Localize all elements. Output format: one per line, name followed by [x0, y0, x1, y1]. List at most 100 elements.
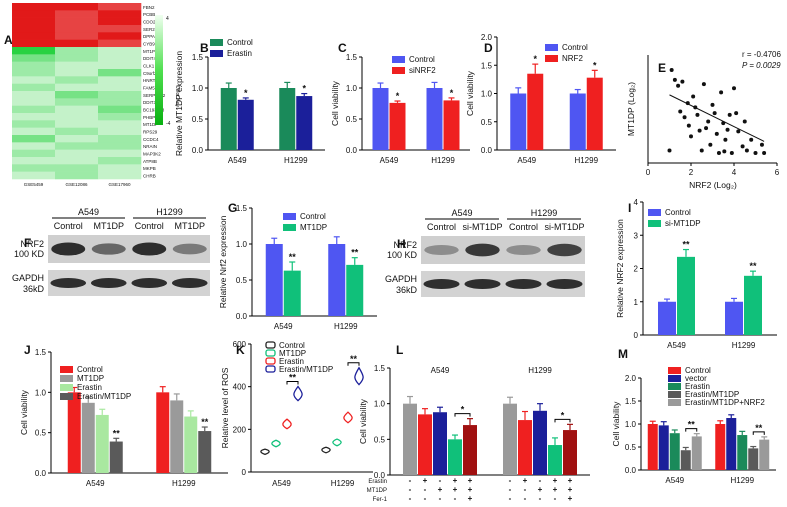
f-nrf2-band: [132, 242, 167, 256]
e-scatter-point: [699, 148, 704, 153]
k-violin: [354, 366, 364, 386]
l-treatment-symbol: -: [539, 476, 542, 485]
heatmap-dataset-label: GSE12086: [65, 182, 88, 187]
j-bar: [109, 441, 123, 473]
l-treatment-symbol: +: [538, 485, 543, 494]
f-nrf2-band: [172, 243, 207, 255]
m-legend-label: Control: [685, 366, 711, 375]
heatmap-cell: [98, 135, 142, 143]
heatmap-cell: [12, 76, 56, 84]
l-significance-label: *: [461, 405, 465, 415]
k-y-tick-label: 400: [233, 383, 247, 392]
k-legend-label: Control: [279, 341, 305, 350]
b-y-tick-label: 0.5: [192, 115, 204, 124]
j-legend-label: Erastin/MT1DP: [77, 392, 131, 401]
b-legend-swatch: [210, 50, 223, 57]
i-y-axis-label: Relative NRF2 expression: [615, 219, 625, 318]
l-y-tick-label: 0.5: [374, 435, 386, 444]
heatmap-cell: [98, 10, 142, 18]
b-significance-label: *: [244, 88, 248, 98]
e-scatter-point: [701, 82, 706, 87]
l-bar: [418, 414, 432, 475]
l-treatment-row-label: Fer-1: [373, 497, 388, 503]
e-scatter-point: [716, 151, 721, 156]
heatmap-cell: [98, 32, 142, 40]
d-bar: [510, 93, 527, 150]
panel-label-k: K: [236, 343, 245, 357]
heatmap-cell: [98, 127, 142, 136]
heatmap-gene-label: DDIT4: [143, 56, 156, 61]
i-bar: [677, 256, 695, 335]
c-x-tick-label: A549: [380, 156, 399, 165]
e-scatter-point: [727, 112, 732, 117]
e-scatter-point: [682, 115, 687, 120]
k-violin: [343, 411, 353, 424]
e-y-axis-label: MT1DP (Log₂): [626, 82, 636, 136]
m-bar: [680, 450, 691, 470]
j-significance-label: **: [113, 428, 121, 438]
heatmap-cell: [12, 164, 56, 172]
f-nrf2-size: 100 KD: [14, 249, 45, 259]
h-cell-line-label: H1299: [531, 208, 558, 218]
c-y-axis-label: Cell viability: [330, 80, 340, 126]
heatmap-cell: [12, 91, 56, 99]
l-treatment-symbol: -: [454, 494, 457, 503]
b-y-axis-label: Relative MT1DP expression: [174, 51, 184, 156]
i-significance-label: **: [749, 261, 757, 271]
g-bar: [346, 264, 364, 316]
m-legend-label: Erastin/MT1DP+NRF2: [685, 398, 765, 407]
heatmap-gene-label: DPPA2: [143, 34, 158, 39]
c-significance-label: *: [450, 88, 454, 98]
h-nrf2-size: 100 KD: [387, 250, 418, 260]
heatmap-cell: [55, 10, 99, 18]
i-x-tick-label: H1299: [732, 341, 756, 350]
c-y-tick-label: 0.0: [346, 146, 358, 155]
f-gapdh-size: 36kD: [23, 284, 45, 294]
heatmap-cell: [55, 91, 99, 99]
m-significance-bracket: [685, 428, 698, 432]
i-y-tick-label: 4: [634, 198, 639, 207]
h-gapdh-band: [546, 279, 583, 289]
f-cell-line-label: A549: [78, 207, 99, 217]
heatmap-color-key: [155, 15, 163, 125]
heatmap-cell: [55, 61, 99, 70]
panel-label-b: B: [200, 41, 209, 55]
d-y-tick-label: 0.5: [481, 118, 493, 127]
j-y-tick-label: 1.0: [35, 388, 47, 397]
c-significance-label: *: [396, 91, 400, 101]
i-legend-label: si-MT1DP: [665, 219, 701, 228]
heatmap-cell: [98, 142, 142, 150]
l-bar: [463, 425, 477, 475]
heatmap-cell: [98, 149, 142, 158]
e-scatter-point: [719, 90, 724, 95]
heatmap-cell: [98, 76, 142, 84]
j-x-tick-label: A549: [86, 479, 105, 488]
f-lane-label: Control: [135, 221, 164, 231]
i-legend-swatch: [648, 220, 661, 227]
l-bar: [503, 403, 517, 475]
b-y-tick-label: 1.0: [192, 84, 204, 93]
heatmap-cell: [98, 120, 142, 128]
heatmap-cell: [55, 47, 99, 55]
l-treatment-symbol: +: [568, 485, 573, 494]
i-legend-label: Control: [665, 208, 691, 217]
heatmap-gene-label: RPS29: [143, 130, 158, 135]
heatmap-cell: [55, 3, 99, 11]
heatmap-cell: [12, 25, 56, 33]
l-significance-bracket: [454, 413, 471, 417]
heatmap-cell: [98, 47, 142, 55]
l-group-label: H1299: [528, 366, 552, 375]
heatmap-gene-label: C9orf22: [143, 71, 160, 76]
j-bar: [198, 431, 212, 473]
panel-label-c: C: [338, 41, 347, 55]
j-y-axis-label: Cell viability: [19, 389, 29, 435]
m-bar: [658, 425, 669, 470]
e-scatter-point: [740, 144, 745, 149]
e-scatter-point: [712, 111, 717, 116]
m-bar: [647, 424, 658, 470]
heatmap-cell: [12, 17, 56, 26]
l-bar: [448, 439, 462, 475]
heatmap-cell: [55, 83, 99, 92]
heatmap-cell: [98, 17, 142, 26]
k-y-tick-label: 0: [242, 468, 247, 477]
